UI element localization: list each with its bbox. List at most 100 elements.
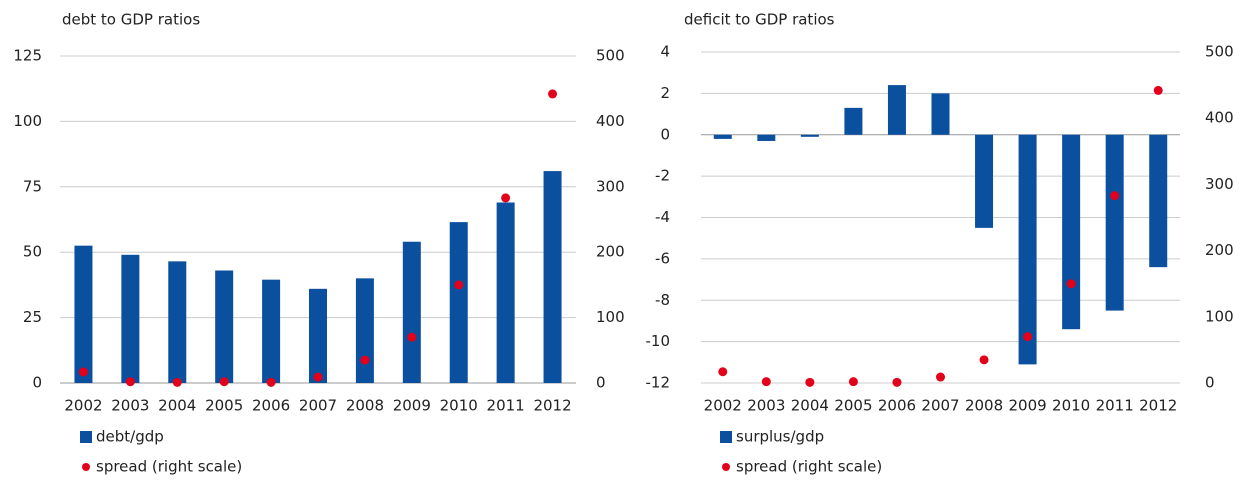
- dot: [1023, 332, 1033, 342]
- dot: [78, 367, 88, 377]
- y-tick-label: -12: [646, 374, 671, 392]
- dot: [407, 332, 417, 342]
- x-tick-label: 2002: [64, 397, 102, 415]
- bar: [975, 134, 994, 228]
- bar: [713, 134, 732, 139]
- y2-tick-label: 200: [596, 243, 625, 261]
- y-tick-label: 4: [660, 43, 670, 61]
- bar: [215, 270, 234, 383]
- chart-title: deficit to GDP ratios: [684, 11, 835, 29]
- bar: [1149, 134, 1168, 268]
- dot: [501, 193, 511, 203]
- y-tick-label: 0: [32, 374, 42, 392]
- bar: [543, 171, 562, 383]
- dot: [805, 377, 815, 387]
- y-tick-label: 125: [13, 47, 42, 65]
- x-tick-label: 2003: [111, 397, 149, 415]
- y2-tick-label: 400: [596, 112, 625, 130]
- y-tick-label: -2: [655, 167, 670, 185]
- dot: [1066, 279, 1076, 289]
- dot: [1110, 191, 1120, 201]
- x-tick-label: 2005: [205, 397, 243, 415]
- bar: [800, 134, 819, 137]
- bar: [496, 202, 515, 383]
- y-tick-label: -10: [646, 332, 671, 350]
- y2-tick-label: 100: [1205, 307, 1234, 325]
- dot: [360, 355, 370, 365]
- x-tick-label: 2006: [252, 397, 290, 415]
- x-tick-label: 2010: [1052, 397, 1090, 415]
- bar: [309, 288, 327, 383]
- bar: [1105, 134, 1124, 311]
- dot: [454, 280, 464, 290]
- y2-tick-label: 100: [596, 308, 625, 326]
- y-tick-label: -8: [655, 291, 670, 309]
- bar: [449, 222, 468, 383]
- x-tick-label: 2012: [1139, 397, 1177, 415]
- legend-swatch: [82, 463, 90, 471]
- x-tick-label: 2011: [487, 397, 525, 415]
- y-tick-label: 100: [13, 112, 42, 130]
- dot: [718, 367, 728, 377]
- y-tick-label: 75: [23, 177, 42, 195]
- x-tick-label: 2003: [747, 397, 785, 415]
- chart-title: debt to GDP ratios: [62, 11, 200, 29]
- x-tick-label: 2004: [791, 397, 829, 415]
- legend-swatch: [720, 431, 732, 443]
- y2-tick-label: 400: [1205, 109, 1234, 127]
- x-tick-label: 2006: [878, 397, 916, 415]
- y-tick-label: 2: [660, 84, 670, 102]
- dot: [266, 377, 276, 387]
- dot: [219, 377, 229, 387]
- x-tick-label: 2004: [158, 397, 196, 415]
- legend-swatch: [722, 463, 730, 471]
- dot: [848, 377, 858, 387]
- dot: [892, 377, 902, 387]
- dot: [761, 377, 771, 387]
- bar: [262, 279, 281, 383]
- bar: [844, 107, 863, 135]
- bar: [1018, 134, 1037, 365]
- x-tick-label: 2007: [921, 397, 959, 415]
- x-tick-label: 2007: [299, 397, 337, 415]
- bar: [355, 278, 374, 383]
- y2-tick-label: 300: [596, 177, 625, 195]
- legend-swatch: [80, 431, 92, 443]
- dot: [172, 377, 182, 387]
- x-tick-label: 2012: [533, 397, 571, 415]
- x-tick-label: 2009: [1008, 397, 1046, 415]
- y-tick-label: -6: [655, 249, 670, 267]
- dot: [1153, 85, 1163, 95]
- y2-tick-label: 0: [596, 374, 606, 392]
- bar: [757, 134, 776, 141]
- bar: [121, 254, 140, 383]
- bar: [931, 93, 950, 135]
- x-tick-label: 2008: [346, 397, 384, 415]
- bar: [168, 261, 187, 383]
- x-tick-label: 2010: [440, 397, 478, 415]
- y2-tick-label: 500: [1205, 43, 1234, 61]
- y2-tick-label: 200: [1205, 241, 1234, 259]
- x-tick-label: 2011: [1096, 397, 1134, 415]
- dot: [548, 89, 558, 99]
- legend-label: spread (right scale): [736, 458, 882, 476]
- bar: [402, 241, 421, 383]
- bar: [887, 85, 906, 135]
- y-tick-label: 50: [23, 243, 42, 261]
- bar: [1062, 134, 1081, 330]
- dot: [313, 372, 323, 382]
- dot: [125, 377, 135, 387]
- legend-label: spread (right scale): [96, 458, 242, 476]
- y2-tick-label: 300: [1205, 175, 1234, 193]
- y-tick-label: 0: [660, 125, 670, 143]
- legend-label: debt/gdp: [96, 428, 164, 446]
- legend-label: surplus/gdp: [736, 428, 824, 446]
- x-tick-label: 2009: [393, 397, 431, 415]
- bar: [74, 245, 93, 383]
- dot: [936, 372, 945, 382]
- y2-tick-label: 0: [1205, 374, 1215, 392]
- x-tick-label: 2008: [965, 397, 1003, 415]
- y2-tick-label: 500: [596, 47, 625, 65]
- y-tick-label: 25: [23, 308, 42, 326]
